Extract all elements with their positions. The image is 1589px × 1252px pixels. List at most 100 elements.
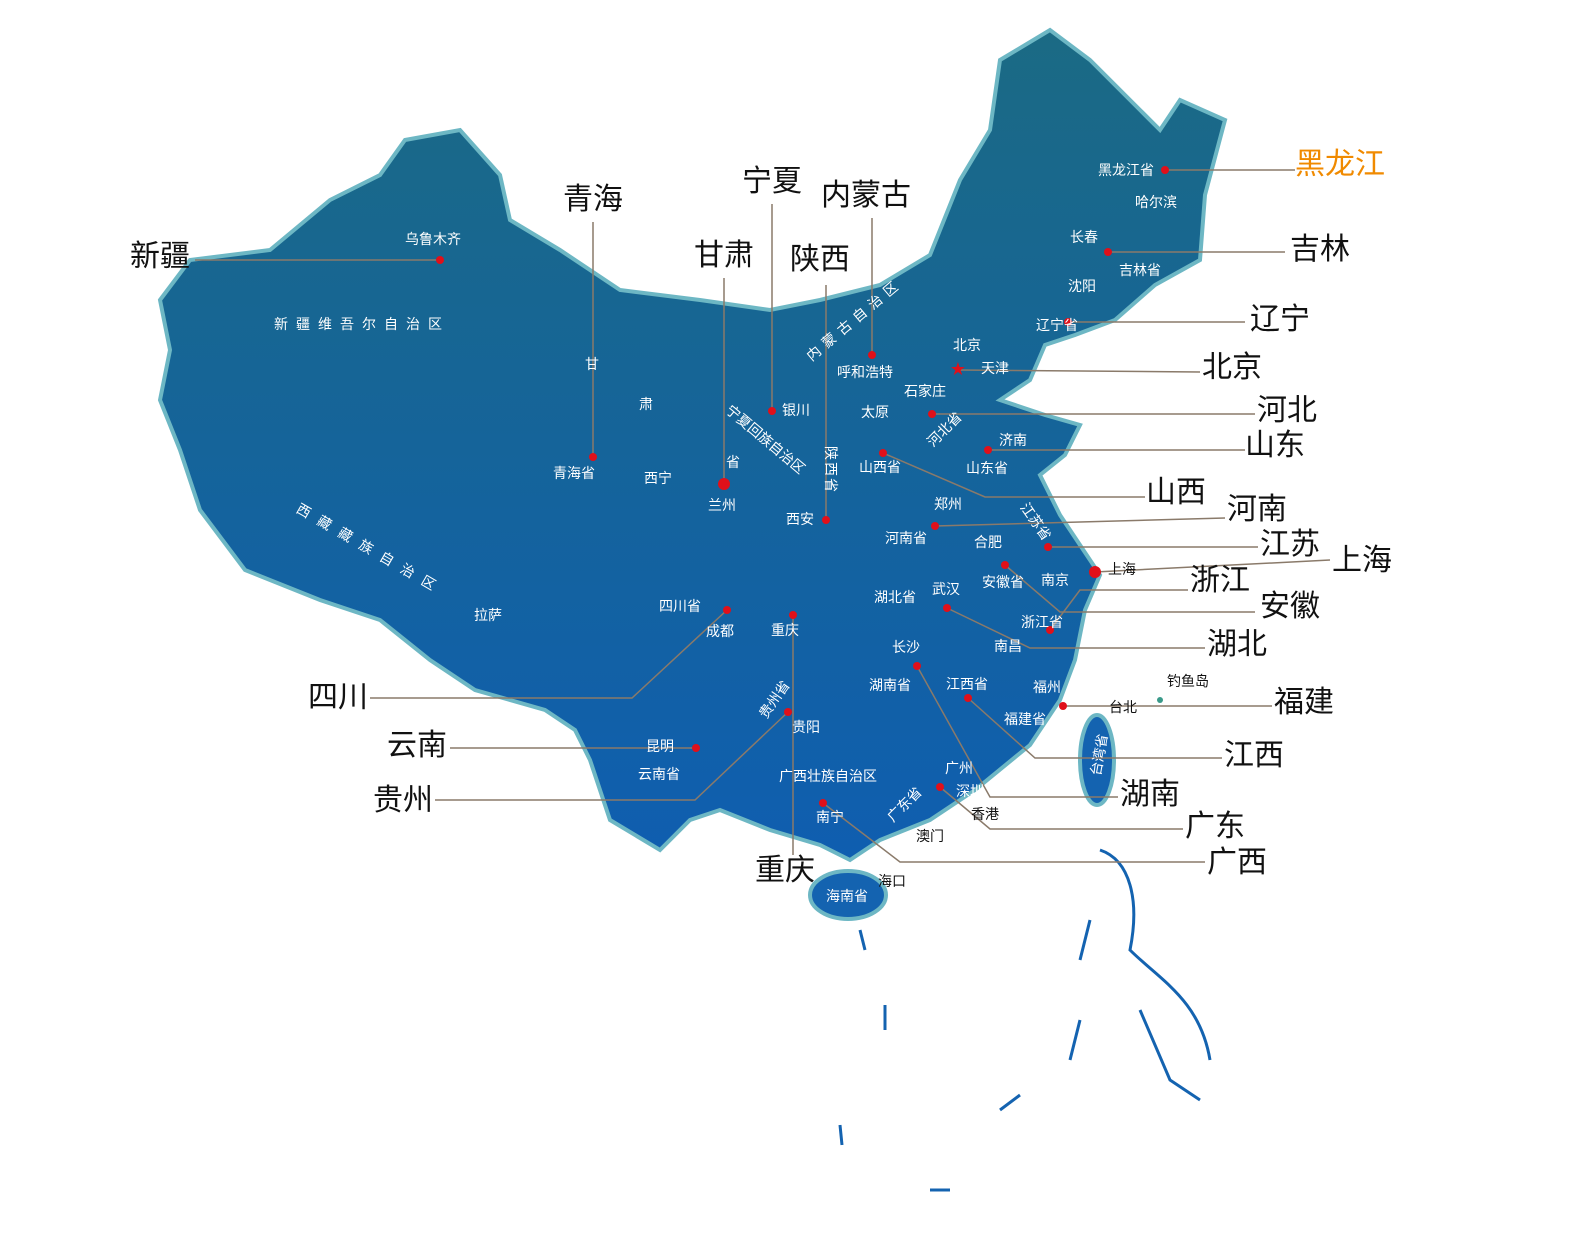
province-callout: 河北 xyxy=(1257,394,1317,427)
leader-line xyxy=(1049,589,1188,631)
province-callout: 黑龙江 xyxy=(1295,148,1385,181)
city-dot xyxy=(822,516,830,524)
place-label: 太原 xyxy=(861,405,889,421)
city-dot xyxy=(931,522,939,530)
province-callout: 安徽 xyxy=(1260,590,1320,623)
leader-line xyxy=(882,452,1145,498)
place-label: 广州 xyxy=(945,761,973,777)
place-label: 河南省 xyxy=(885,531,927,547)
place-label: 沈阳 xyxy=(1068,279,1096,295)
leader-line xyxy=(967,697,1222,759)
province-callout: 山西 xyxy=(1146,476,1206,509)
leader-line xyxy=(916,665,1118,798)
province-callout: 新疆 xyxy=(130,240,190,273)
china-shape xyxy=(157,27,1228,921)
place-label: 拉萨 xyxy=(474,608,502,624)
place-label: 乌鲁木齐 xyxy=(405,232,461,248)
city-dot xyxy=(589,453,597,461)
place-label: 贵阳 xyxy=(792,720,820,736)
place-label: 云南省 xyxy=(638,767,680,783)
city-dot xyxy=(928,410,936,418)
place-label: 吉林省 xyxy=(1119,263,1161,279)
place-label: 呼和浩特 xyxy=(837,365,893,381)
leader-line xyxy=(946,607,1205,649)
place-label: 银川 xyxy=(782,403,810,419)
leader-line xyxy=(370,609,728,699)
place-label: 济南 xyxy=(999,433,1027,449)
province-callout: 广东 xyxy=(1185,810,1245,843)
place-label: 黑龙江省 xyxy=(1098,163,1154,179)
leader-line xyxy=(1004,564,1255,613)
place-label: 武汉 xyxy=(932,582,960,598)
place-label: 青海省 xyxy=(553,466,595,482)
city-dot xyxy=(436,256,444,264)
place-label: 南京 xyxy=(1041,573,1069,589)
place-label: 陕西省 xyxy=(822,446,838,494)
province-callout: 湖南 xyxy=(1120,778,1180,811)
province-callout: 福建 xyxy=(1274,686,1334,719)
city-dot xyxy=(913,662,921,670)
city-dot xyxy=(964,694,972,702)
place-label: 广西壮族自治区 xyxy=(779,769,877,785)
leader-line xyxy=(1094,559,1331,573)
province-callout: 北京 xyxy=(1202,351,1262,384)
province-callout: 内蒙古 xyxy=(821,179,911,212)
place-label: 石家庄 xyxy=(904,383,946,400)
city-dot xyxy=(943,604,951,612)
city-dot xyxy=(1104,248,1112,256)
city-dot xyxy=(936,783,944,791)
place-label: 湖南省 xyxy=(869,678,911,694)
place-label: 北京 xyxy=(953,338,981,354)
city-dot xyxy=(768,407,776,415)
diaoyu-dot xyxy=(1157,697,1163,703)
leader-line xyxy=(822,802,1205,863)
place-label: 南昌 xyxy=(994,639,1022,655)
islands xyxy=(838,848,1212,1192)
place-label: 西宁 xyxy=(644,470,672,487)
place-label: 新疆维吾尔自治区 xyxy=(274,317,450,333)
province-callout: 甘肃 xyxy=(694,239,754,272)
province-callout: 河南 xyxy=(1227,493,1287,526)
province-callout: 山东 xyxy=(1245,429,1305,462)
place-label: 长春 xyxy=(1070,230,1098,246)
place-label: 兰州 xyxy=(708,498,736,514)
place-label: 澳门 xyxy=(916,829,944,845)
place-label: 江西省 xyxy=(946,677,988,693)
place-label: 昆明 xyxy=(646,739,674,755)
place-label: 安徽省 xyxy=(982,575,1024,591)
city-dot xyxy=(1001,561,1009,569)
place-label: 肃 xyxy=(639,397,653,413)
province-callout: 辽宁 xyxy=(1250,303,1310,336)
city-dot xyxy=(723,606,731,614)
leader-line xyxy=(939,786,1183,830)
leader-line xyxy=(957,369,1201,373)
place-label: 香港 xyxy=(971,807,999,823)
place-label: 哈尔滨 xyxy=(1135,195,1177,211)
province-callout: 吉林 xyxy=(1290,233,1350,266)
province-callout: 陕西 xyxy=(790,243,850,276)
province-callout: 贵州 xyxy=(373,784,433,817)
place-label: 成都 xyxy=(706,624,734,640)
province-callout: 广西 xyxy=(1207,846,1267,879)
province-callout: 四川 xyxy=(308,681,368,714)
place-label: 省 xyxy=(726,455,740,471)
province-callout: 青海 xyxy=(563,183,623,216)
city-dot xyxy=(784,708,792,716)
city-dot xyxy=(868,351,876,359)
place-label: 山西省 xyxy=(859,460,901,476)
place-label: 海口 xyxy=(878,874,906,890)
place-label: 四川省 xyxy=(659,599,701,615)
place-label: 湖北省 xyxy=(874,590,916,606)
place-label: 福州 xyxy=(1033,680,1061,696)
place-label: 合肥 xyxy=(974,535,1002,551)
place-label: 辽宁省 xyxy=(1036,317,1078,334)
place-label: 重庆 xyxy=(771,623,799,639)
province-callout: 江西 xyxy=(1224,739,1284,772)
place-label: 天津 xyxy=(981,361,1009,377)
place-label: 郑州 xyxy=(934,497,962,513)
leader-line xyxy=(934,517,1226,527)
city-dot xyxy=(692,744,700,752)
city-dot xyxy=(879,449,887,457)
place-label: 西安 xyxy=(786,512,814,528)
